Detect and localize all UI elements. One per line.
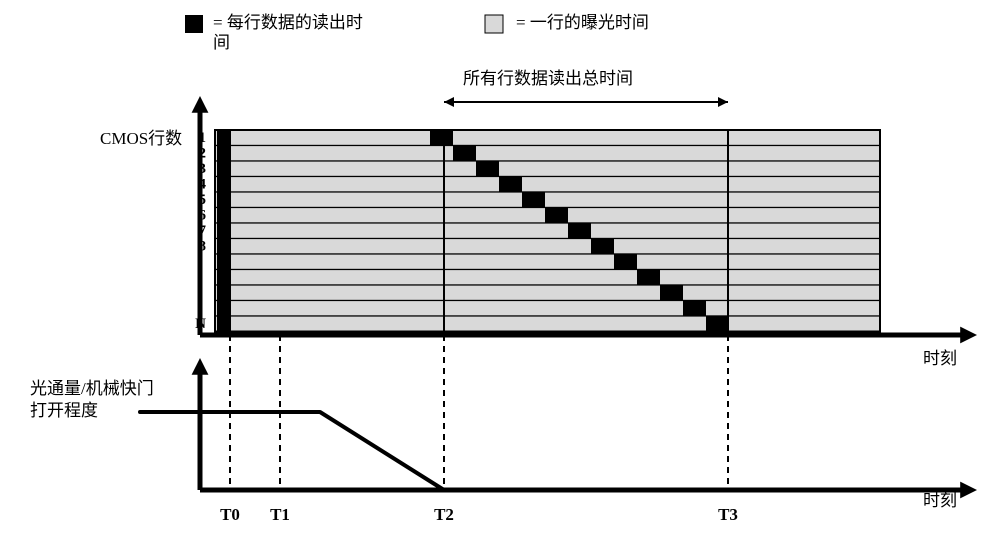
legend-swatch-readout <box>185 15 203 33</box>
row-readout-start <box>217 161 231 177</box>
row-readout-start <box>217 301 231 317</box>
row-readout-diagonal <box>545 208 568 224</box>
row-exposure <box>215 192 880 208</box>
row-exposure <box>215 177 880 193</box>
rows-group: 12345678N <box>195 130 880 332</box>
row-readout-start <box>217 285 231 301</box>
row-readout-diagonal <box>476 161 499 177</box>
legend-label-readout-line1: = 每行数据的读出时 <box>213 13 363 32</box>
top-y-axis-label: CMOS行数 <box>100 129 182 148</box>
row-readout-diagonal <box>614 254 637 270</box>
row-readout-start <box>217 270 231 286</box>
row-readout-diagonal <box>522 192 545 208</box>
row-readout-diagonal <box>591 239 614 255</box>
row-exposure <box>215 301 880 317</box>
time-tick-label: T3 <box>718 505 738 524</box>
legend-label-readout-line2: 间 <box>213 33 230 52</box>
row-exposure <box>215 316 880 332</box>
row-readout-start <box>217 192 231 208</box>
row-readout-start <box>217 146 231 162</box>
time-tick-label: T1 <box>270 505 290 524</box>
row-readout-start <box>217 177 231 193</box>
row-readout-diagonal <box>637 270 660 286</box>
time-tick-label: T0 <box>220 505 240 524</box>
row-readout-start <box>217 316 231 332</box>
row-readout-diagonal <box>453 146 476 162</box>
legend-label-exposure: = 一行的曝光时间 <box>516 13 649 32</box>
row-readout-diagonal <box>706 316 729 332</box>
row-exposure <box>215 239 880 255</box>
row-exposure <box>215 130 880 146</box>
bottom-y-axis-label-line1: 光通量/机械快门 <box>30 379 154 398</box>
legend-swatch-exposure <box>485 15 503 33</box>
row-readout-diagonal <box>499 177 522 193</box>
row-readout-diagonal <box>568 223 591 239</box>
time-tick-label: T2 <box>434 505 454 524</box>
row-readout-start <box>217 254 231 270</box>
bottom-x-axis-label: 时刻 <box>923 491 957 510</box>
bottom-y-axis-label-line2: 打开程度 <box>30 401 98 420</box>
row-readout-start <box>217 130 231 146</box>
row-readout-start <box>217 208 231 224</box>
row-exposure <box>215 161 880 177</box>
row-exposure <box>215 270 880 286</box>
row-readout-start <box>217 223 231 239</box>
row-exposure <box>215 223 880 239</box>
row-readout-diagonal <box>660 285 683 301</box>
row-readout-diagonal <box>430 130 453 146</box>
span-label-text: 所有行数据读出总时间 <box>463 69 633 88</box>
row-readout-diagonal <box>683 301 706 317</box>
top-x-axis-label: 时刻 <box>923 349 957 368</box>
row-exposure <box>215 146 880 162</box>
row-readout-start <box>217 239 231 255</box>
row-exposure <box>215 285 880 301</box>
row-exposure <box>215 254 880 270</box>
